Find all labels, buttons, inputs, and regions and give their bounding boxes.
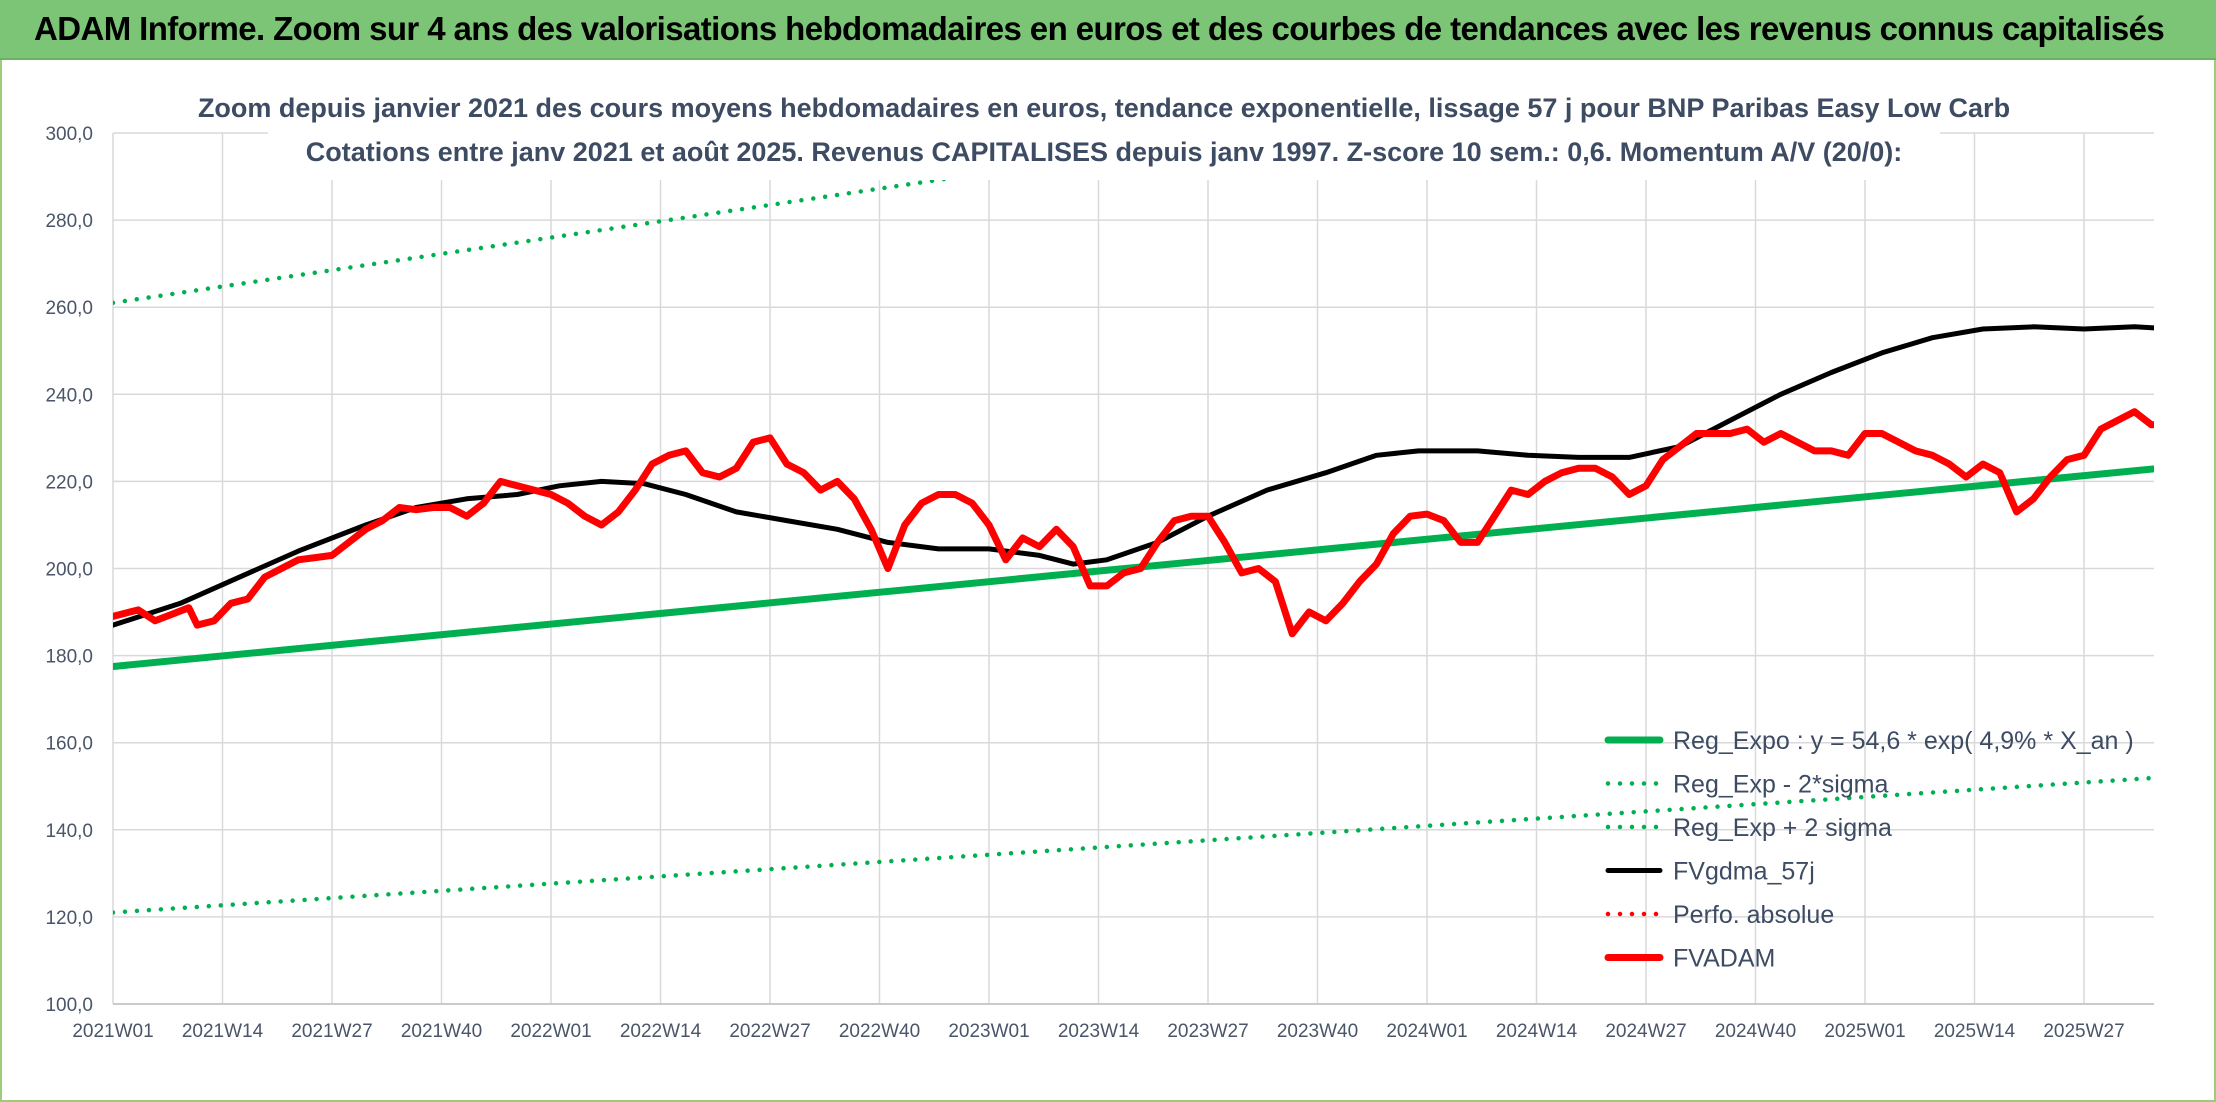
legend-label: FVgdma_57j (1673, 858, 1815, 886)
header-banner: ADAM Informe. Zoom sur 4 ans des valoris… (0, 0, 2216, 60)
header-title: ADAM Informe. Zoom sur 4 ans des valoris… (34, 10, 2165, 47)
legend-label: Perfo. absolue (1673, 901, 1834, 929)
y-tick-label: 140,0 (45, 821, 93, 842)
legend-label: FVADAM (1673, 945, 1775, 973)
x-tick-label: 2021W40 (401, 1021, 482, 1042)
series-fvadam (113, 408, 2154, 638)
x-tick-label: 2025W01 (1824, 1021, 1905, 1042)
y-tick-label: 260,0 (45, 298, 93, 319)
chart-gridlines (112, 132, 2154, 1005)
x-tick-label: 2025W27 (2043, 1021, 2124, 1042)
y-tick-label: 280,0 (45, 211, 93, 232)
y-tick-label: 160,0 (45, 734, 93, 755)
chart-plot-area (113, 125, 2154, 915)
x-tick-label: 2023W14 (1058, 1021, 1140, 1042)
x-tick-label: 2023W40 (1277, 1021, 1358, 1042)
title-background (268, 84, 1940, 180)
x-tick-label: 2022W40 (839, 1021, 920, 1042)
chart-legend: Reg_Expo : y = 54,6 * exp( 4,9% * X_an )… (1604, 727, 2134, 973)
x-tick-label: 2024W27 (1605, 1021, 1686, 1042)
x-tick-label: 2022W27 (729, 1021, 810, 1042)
legend-label: Reg_Exp - 2*sigma (1673, 771, 1888, 799)
x-tick-label: 2021W14 (182, 1021, 264, 1042)
x-tick-label: 2021W01 (72, 1021, 153, 1042)
y-tick-label: 100,0 (45, 995, 93, 1016)
x-tick-label: 2023W27 (1167, 1021, 1248, 1042)
x-tick-label: 2022W01 (510, 1021, 591, 1042)
y-tick-label: 200,0 (45, 560, 93, 581)
y-axis-ticks: 100,0 120,0 140,0 160,0 180,0 200,0 220,0 240,0… (45, 124, 93, 1016)
y-tick-label: 300,0 (45, 124, 93, 145)
x-tick-label: 2021W27 (291, 1021, 372, 1042)
x-tick-label: 2023W01 (948, 1021, 1029, 1042)
x-tick-label: 2025W14 (1934, 1021, 2016, 1042)
x-axis-ticks: 2021W01 2021W14 2021W27 2021W40 2022W01 2022W… (72, 1021, 2124, 1042)
x-tick-label: 2022W14 (620, 1021, 702, 1042)
x-tick-label: 2024W14 (1496, 1021, 1578, 1042)
y-tick-label: 120,0 (45, 908, 93, 929)
chart-title: Zoom depuis janvier 2021 des cours moyen… (198, 93, 2010, 123)
y-tick-label: 180,0 (45, 647, 93, 668)
legend-label: Reg_Exp + 2 sigma (1673, 814, 1892, 842)
x-tick-label: 2024W01 (1386, 1021, 1467, 1042)
x-tick-label: 2024W40 (1715, 1021, 1796, 1042)
series-fvgdma-57j (113, 324, 2154, 628)
y-tick-label: 220,0 (45, 472, 93, 493)
chart-subtitle: Cotations entre janv 2021 et août 2025. … (306, 137, 1903, 167)
legend-label: Reg_Expo : y = 54,6 * exp( 4,9% * X_an ) (1673, 727, 2134, 755)
y-tick-label: 240,0 (45, 385, 93, 406)
